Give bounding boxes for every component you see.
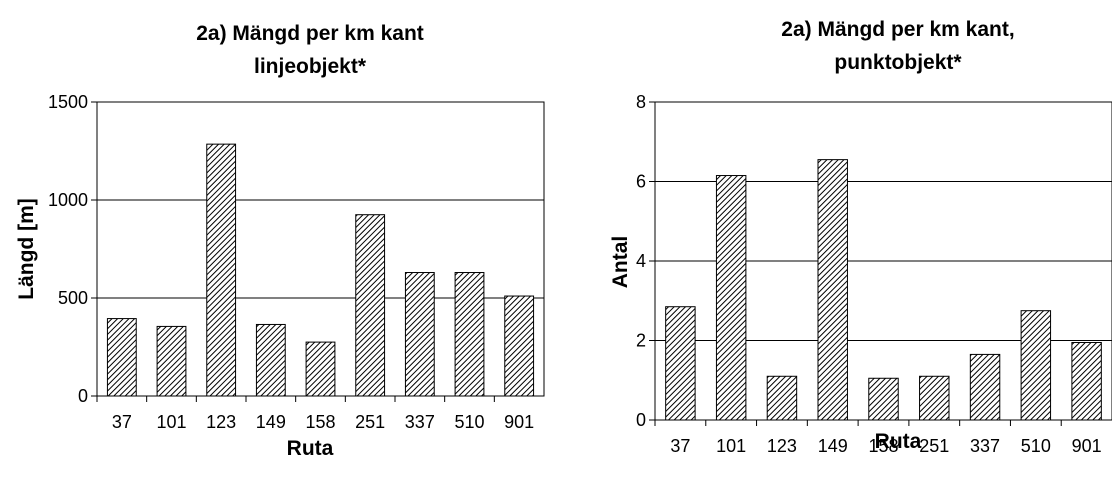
- y-tick-label: 2: [636, 331, 646, 351]
- y-tick-label: 1500: [48, 92, 88, 112]
- x-tick-label: 510: [1021, 436, 1051, 456]
- bar-337: [969, 353, 1001, 421]
- y-tick-label: 0: [78, 386, 88, 406]
- bar-251: [919, 375, 950, 421]
- bar-901: [504, 295, 535, 397]
- x-tick-label: 901: [504, 412, 534, 432]
- bar-510: [1020, 310, 1052, 421]
- y-tick-label: 8: [636, 92, 646, 112]
- x-tick-label: 123: [206, 412, 236, 432]
- y-axis-title: Längd [m]: [15, 198, 38, 299]
- x-tick-label: 37: [112, 412, 132, 432]
- plot-area-border: [654, 101, 1112, 421]
- bar-158: [868, 377, 899, 421]
- x-tick-label: 901: [1072, 436, 1102, 456]
- bar-158: [305, 341, 336, 397]
- x-axis-title: Ruta: [287, 437, 334, 460]
- bar-251: [355, 214, 386, 397]
- bar-337: [404, 272, 435, 397]
- bar-123: [766, 375, 798, 421]
- y-axis-title: Antal: [609, 236, 632, 289]
- y-tick-label: 4: [636, 251, 646, 271]
- bar-149: [255, 323, 286, 397]
- bar-510: [454, 272, 485, 397]
- y-tick-label: 1000: [48, 190, 88, 210]
- bar-37: [106, 318, 137, 397]
- bar-901: [1071, 341, 1102, 421]
- x-tick-label: 101: [156, 412, 186, 432]
- bar-123: [206, 143, 237, 397]
- chart-langd-linjeobjekt: 2a) Mängd per km kant linjeobjekt* 0 500 1…: [15, 22, 545, 460]
- chart-title-line-2: punktobjekt*: [834, 51, 962, 74]
- bar-149: [817, 159, 848, 421]
- x-tick-label: 337: [970, 436, 1000, 456]
- x-tick-label: 123: [767, 436, 797, 456]
- bar-101: [715, 175, 747, 421]
- x-tick-label: 251: [919, 436, 949, 456]
- chart-title-line-1: 2a) Mängd per km kant: [196, 22, 424, 45]
- x-tick-label: 149: [256, 412, 286, 432]
- x-tick-label: 510: [454, 412, 484, 432]
- x-axis-title: Ruta: [875, 430, 922, 453]
- bar-37: [665, 306, 696, 421]
- x-tick-label: 251: [355, 412, 385, 432]
- bar-101: [156, 325, 187, 397]
- y-tick-label: 6: [636, 172, 646, 192]
- x-tick-label: 158: [868, 436, 898, 456]
- x-tick-label: 37: [670, 436, 690, 456]
- y-tick-label: 500: [58, 288, 88, 308]
- x-tick-label: 158: [305, 412, 335, 432]
- chart-title-line-2: linjeobjekt*: [254, 55, 367, 78]
- chart-antal-punktobjekt: 2a) Mängd per km kant, punktobjekt* 0 2 4 6…: [609, 18, 1112, 456]
- x-tick-label: 149: [818, 436, 848, 456]
- plot-area-border: [96, 101, 545, 397]
- x-tick-label: 101: [716, 436, 746, 456]
- x-tick-label: 337: [405, 412, 435, 432]
- y-tick-label: 0: [636, 410, 646, 430]
- chart-title-line-1: 2a) Mängd per km kant,: [781, 18, 1014, 41]
